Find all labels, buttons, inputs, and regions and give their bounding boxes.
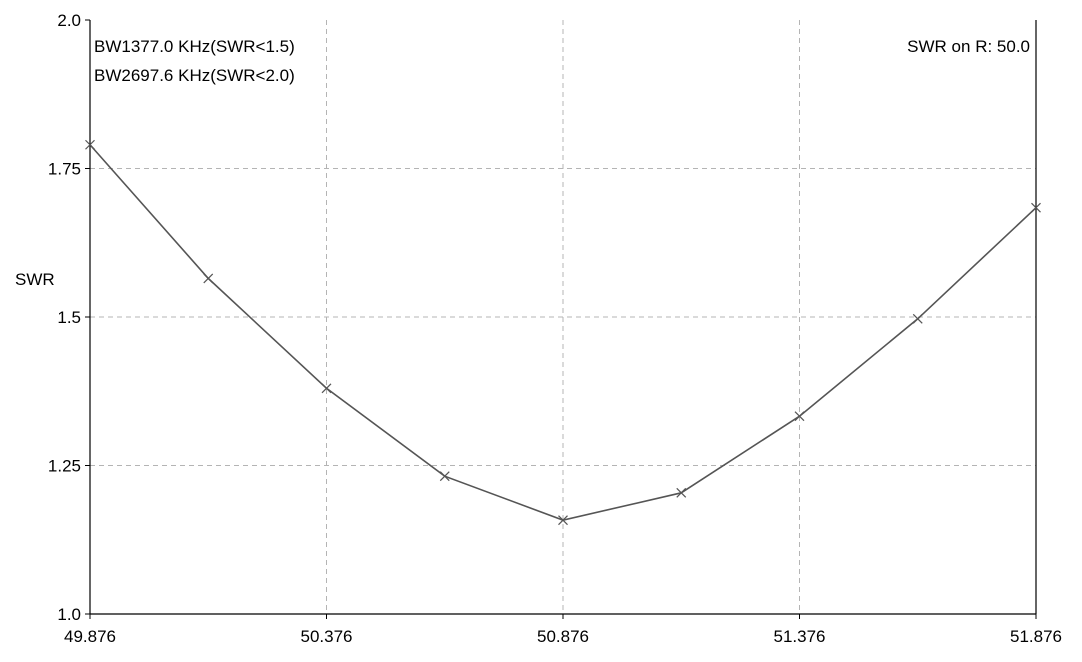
y-tick-labels: 1.0 1.25 1.5 1.75 2.0 bbox=[48, 11, 81, 624]
y-tick-label: 1.5 bbox=[57, 308, 81, 327]
y-tick-label: 1.25 bbox=[48, 457, 81, 476]
swr-data-point bbox=[203, 273, 214, 284]
plot-frame bbox=[85, 19, 1037, 619]
grid-lines bbox=[90, 20, 1036, 614]
y-tick-label: 1.0 bbox=[57, 605, 81, 624]
swr-data-point bbox=[321, 383, 332, 394]
y-tick-label: 1.75 bbox=[48, 160, 81, 179]
x-tick-label: 50.376 bbox=[301, 627, 353, 646]
x-tick-label: 49.876 bbox=[64, 627, 116, 646]
series-layer bbox=[85, 139, 1041, 526]
swr-data-point bbox=[676, 487, 687, 498]
swr-data-point bbox=[912, 313, 923, 324]
swr-data-point bbox=[1031, 202, 1041, 213]
bandwidth-annotation-2: BW2697.6 KHz(SWR<2.0) bbox=[94, 66, 295, 85]
swr-data-point bbox=[85, 139, 95, 150]
x-tick-label: 51.876 bbox=[1010, 627, 1062, 646]
swr-data-point bbox=[794, 411, 805, 422]
swr-reference-annotation: SWR on R: 50.0 bbox=[907, 37, 1030, 56]
y-tick-label: 2.0 bbox=[57, 11, 81, 30]
x-tick-label: 51.376 bbox=[774, 627, 826, 646]
x-tick-label: 50.876 bbox=[537, 627, 589, 646]
bandwidth-annotation-1: BW1377.0 KHz(SWR<1.5) bbox=[94, 37, 295, 56]
y-axis-label: SWR bbox=[15, 270, 55, 289]
x-tick-labels: 49.876 50.376 50.876 51.376 51.876 bbox=[64, 627, 1062, 646]
swr-data-point bbox=[439, 471, 450, 482]
swr-data-point bbox=[558, 515, 568, 526]
